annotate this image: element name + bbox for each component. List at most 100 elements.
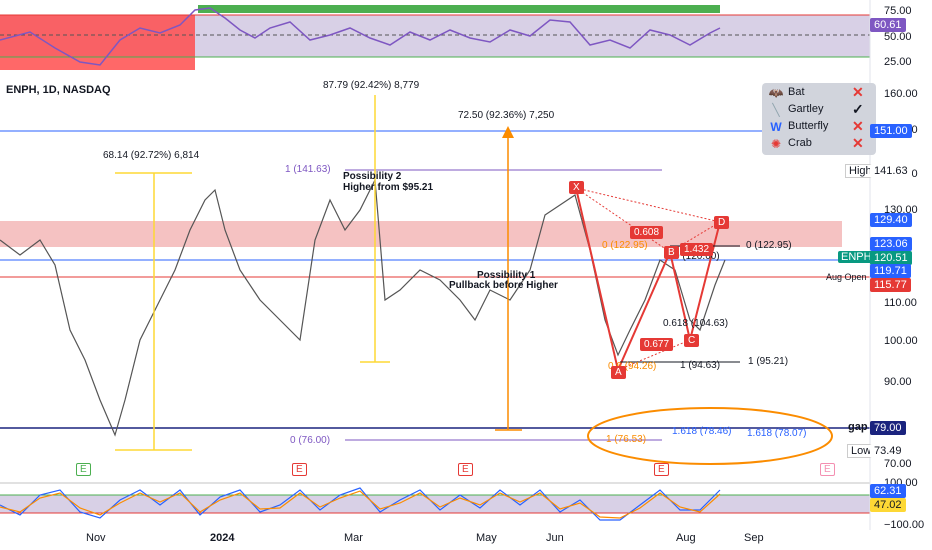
gap-label: gap [848, 421, 868, 433]
enph-label: ENPH [838, 251, 875, 263]
rsi-line [0, 7, 721, 66]
possibility-1-line-2: Pullback before Higher [449, 280, 558, 291]
price-axis-label: 110.00 [884, 297, 917, 309]
ruler-icon: ╲ [772, 103, 780, 117]
aug-open-tag: 115.77 [870, 278, 911, 292]
rsi-axis-label: 75.00 [884, 5, 912, 17]
possibility-1-line-1: Possibility 1 [477, 270, 536, 281]
enph-value-tag: 120.51 [870, 251, 912, 265]
measure-label-3: 68.14 (92.72%) 6,814 [103, 150, 200, 161]
price-axis-label: 70.00 [884, 458, 912, 470]
high-value-tag: 141.63 [870, 164, 912, 178]
stoch-d-line [0, 490, 721, 519]
stoch-pane [0, 482, 870, 521]
point-x: X [569, 181, 584, 194]
x-axis-label: Jun [546, 532, 564, 544]
point-d: D [714, 216, 730, 229]
level-119-tag: 119.71 [870, 264, 911, 278]
fib-0618-label: 0.618 (104.63) [663, 318, 729, 329]
high-label: High [845, 164, 876, 178]
ac-dash [617, 339, 691, 371]
stoch-d-tag: 47.02 [870, 498, 906, 512]
x-axis-label: May [476, 532, 497, 544]
fib-94-63-label: 1 (94.63) [680, 360, 721, 371]
possibility-2-line-1: Possibility 2 [343, 171, 402, 182]
legend-label: Bat [788, 86, 805, 98]
legend-label: Butterfly [788, 120, 829, 132]
fib-0-label: 0 (76.00) [290, 435, 331, 446]
price-axis-label: 100.00 [884, 335, 918, 347]
price-axis-label: 160.00 [884, 88, 918, 100]
xb-dash [575, 187, 671, 253]
legend-item-crab[interactable]: ✺ Crab ✕ [768, 135, 874, 152]
x-axis-label: Aug [676, 532, 696, 544]
level-129-tag: 129.40 [870, 213, 912, 227]
x-axis-label: Nov [86, 532, 106, 544]
target-ellipse [587, 407, 833, 465]
stoch-axis-label: −100.00 [884, 519, 925, 531]
measure-label-1: 87.79 (92.42%) 8,779 [323, 80, 420, 91]
crab-icon: ✺ [770, 137, 782, 151]
rsi-axis-label: 50.00 [884, 31, 912, 43]
point-b: B [664, 246, 679, 259]
ticker-label: ENPH, 1D, NASDAQ [6, 84, 111, 96]
x-axis-label: Mar [344, 532, 363, 544]
earnings-marker[interactable]: E [76, 463, 91, 476]
level-123-tag: 123.06 [870, 237, 912, 251]
fib-122-label: 0 (122.95) [746, 240, 792, 251]
earnings-marker[interactable]: E [292, 463, 307, 476]
vertical-measures [115, 95, 522, 451]
fib-94-26-label: 0.6 (94.26) [608, 361, 657, 372]
cross-icon: ✕ [852, 84, 864, 100]
level-151-tag: 151.00 [870, 124, 912, 138]
possibility-2-line-2: Higher from $95.21 [343, 182, 434, 193]
aug-open-label: Aug Open [826, 272, 867, 282]
fib-76-53-label: 1 (76.53) [606, 434, 647, 445]
earnings-marker[interactable]: E [820, 463, 835, 476]
price-axis-label: 90.00 [884, 376, 912, 388]
butterfly-icon: W [770, 120, 782, 134]
earnings-marker[interactable]: E [654, 463, 669, 476]
legend-item-gartley[interactable]: ╲ Gartley ✓ [768, 101, 874, 118]
point-c: C [684, 334, 700, 347]
low-label: Low [847, 444, 876, 458]
point-a: A [611, 366, 626, 379]
measure-label-2: 72.50 (92.36%) 7,250 [458, 110, 555, 121]
rsi-overbought-fill [0, 15, 195, 70]
stoch-k-line [0, 487, 721, 521]
rsi-pane [0, 5, 870, 70]
fib-78-46-label: 1.618 (78.46) [672, 426, 732, 437]
earnings-marker[interactable]: E [458, 463, 473, 476]
legend-label: Gartley [788, 103, 824, 115]
cross-icon: ✕ [852, 118, 864, 134]
legend-item-butterfly[interactable]: W Butterfly ✕ [768, 118, 874, 135]
ratio-0677: 0.677 [640, 338, 674, 351]
resistance-zone [0, 221, 842, 247]
legend-item-bat[interactable]: 🦇 Bat ✕ [768, 84, 874, 101]
ratio-0608: 0.608 [630, 226, 664, 239]
x-axis-label: 2024 [210, 532, 235, 544]
fib-120-label: 0 (120.60) [674, 251, 720, 262]
rsi-value-tag: 60.61 [870, 18, 906, 32]
check-icon: ✓ [852, 101, 864, 117]
fib-78-07-label: 1.618 (78.07) [747, 428, 807, 439]
stoch-k-tag: 62.31 [870, 484, 906, 498]
rsi-green-bar [198, 5, 720, 13]
low-value-tag: 73.49 [870, 444, 906, 458]
measure-arrow-3 [502, 126, 514, 138]
x-axis-label: Sep [744, 532, 764, 544]
fib-122-label-b: 0 (122.95) [602, 240, 648, 251]
legend-label: Crab [788, 137, 812, 149]
rsi-axis-label: 25.00 [884, 56, 912, 68]
cross-icon: ✕ [852, 135, 864, 151]
bat-icon: 🦇 [768, 86, 784, 100]
gap-tag: 79.00 [870, 421, 906, 435]
price-candles [0, 177, 726, 437]
fib-95-label: 1 (95.21) [748, 356, 789, 367]
pattern-legend[interactable]: 🦇 Bat ✕ ╲ Gartley ✓ W Butterfly ✕ ✺ Crab… [762, 83, 876, 155]
xd-dash [575, 187, 721, 223]
ratio-1432: 1.432 [680, 243, 714, 256]
fib-1-label: 1 (141.63) [285, 164, 331, 175]
price-pane [0, 95, 870, 465]
